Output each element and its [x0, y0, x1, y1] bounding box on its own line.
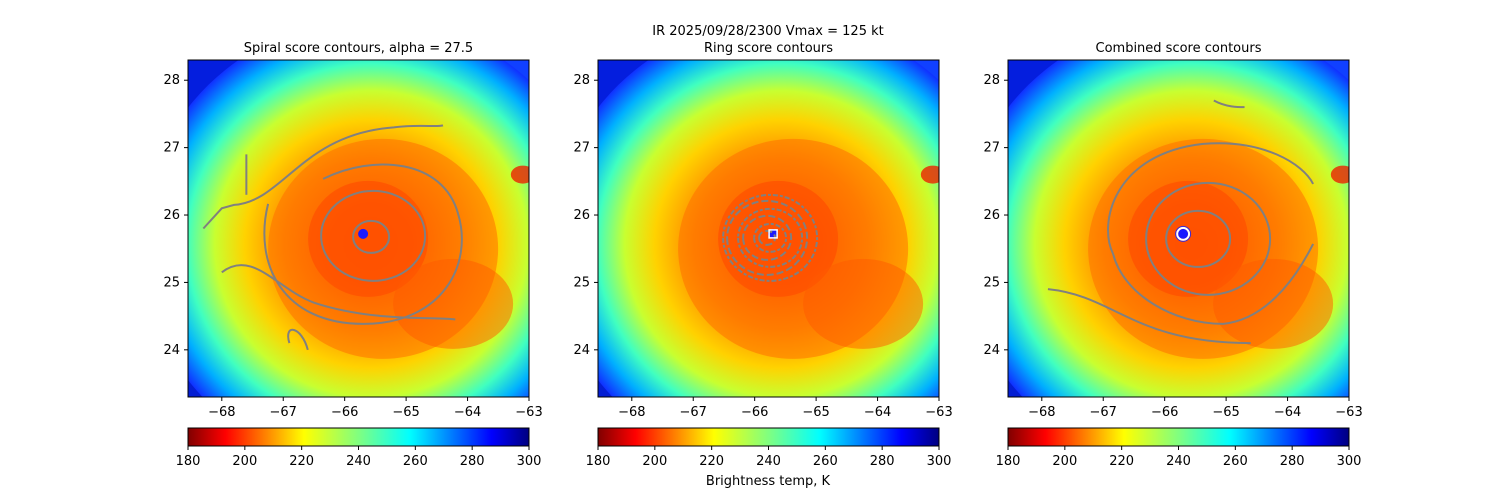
- colorbar-tick-label: 180: [176, 454, 201, 469]
- combined-center-marker: [1176, 226, 1191, 241]
- colorbar-tick-label: 260: [813, 454, 838, 469]
- y-tick-label: 24: [163, 343, 180, 358]
- x-tick-label: −67: [1090, 405, 1117, 420]
- colorbar: 180 200 220 240 260 280 300: [586, 427, 952, 469]
- suptitle: IR 2025/09/28/2300 Vmax = 125 kt: [652, 24, 883, 39]
- axes-frame: [597, 59, 940, 398]
- colorbar-tick-label: 240: [756, 454, 781, 469]
- y-tick-label: 26: [573, 208, 590, 223]
- score-contours: [202, 124, 463, 351]
- ir-heatmap: [598, 60, 939, 397]
- axes-frame: [187, 59, 530, 398]
- x-tick-label: −67: [680, 405, 707, 420]
- colorbar-tick-label: 280: [460, 454, 485, 469]
- x-tick-label: −63: [925, 405, 952, 420]
- panel-title: Ring score contours: [704, 41, 833, 56]
- colorbar-tick-label: 260: [1223, 454, 1248, 469]
- x-tick-label: −66: [741, 405, 768, 420]
- axes-frame: [1007, 59, 1350, 398]
- x-tick-label: −68: [618, 405, 645, 420]
- colorbar-tick-label: 300: [927, 454, 952, 469]
- y-tick-label: 25: [573, 275, 590, 290]
- colorbar-tick-label: 180: [586, 454, 611, 469]
- colorbar: 180 200 220 240 260 280 300: [176, 427, 542, 469]
- x-tick-label: −63: [1335, 405, 1362, 420]
- colorbar-tick-label: 280: [1280, 454, 1305, 469]
- score-contours: [1047, 99, 1315, 345]
- colorbar-tick-label: 180: [996, 454, 1021, 469]
- panel-title: Combined score contours: [1096, 41, 1262, 56]
- colorbar-tick-label: 280: [870, 454, 895, 469]
- colorbar-tick-label: 200: [232, 454, 257, 469]
- ir-heatmap: [188, 60, 529, 397]
- colorbar: 180 200 220 240 260 280 300: [996, 427, 1362, 469]
- x-tick-label: −64: [1274, 405, 1301, 420]
- panel-title: Spiral score contours, alpha = 27.5: [244, 41, 473, 56]
- colorbar-tick-label: 300: [517, 454, 542, 469]
- colorbar-tick-label: 200: [1052, 454, 1077, 469]
- panel-2: Ring score contours −68 −67 −66 −65 −64 −63 24 2…: [573, 41, 952, 469]
- y-tick-label: 26: [983, 208, 1000, 223]
- colorbar-tick-label: 240: [1166, 454, 1191, 469]
- y-tick-label: 26: [163, 208, 180, 223]
- x-tick-label: −63: [515, 405, 542, 420]
- colorbar-tick-label: 260: [403, 454, 428, 469]
- y-tick-label: 27: [573, 141, 590, 156]
- colorbar-tick-label: 300: [1337, 454, 1362, 469]
- panel-1: Spiral score contours, alpha = 27.5 −68 −6…: [163, 41, 542, 469]
- y-tick-label: 24: [573, 343, 590, 358]
- colorbar-tick-label: 220: [1109, 454, 1134, 469]
- y-tick-label: 24: [983, 343, 1000, 358]
- colorbar-tick-label: 220: [289, 454, 314, 469]
- y-tick-label: 28: [163, 73, 180, 88]
- x-tick-label: −64: [454, 405, 481, 420]
- y-tick-label: 25: [983, 275, 1000, 290]
- colorbar-tick-label: 220: [699, 454, 724, 469]
- panel-3: Combined score contours −68 −67 −66 −65 −64 −6…: [983, 41, 1362, 469]
- storm-eye: [358, 228, 369, 239]
- colorbar-label: Brightness temp, K: [706, 474, 831, 489]
- x-tick-label: −67: [270, 405, 297, 420]
- y-tick-label: 28: [573, 73, 590, 88]
- x-tick-label: −68: [1028, 405, 1055, 420]
- colorbar-tick-label: 200: [642, 454, 667, 469]
- x-tick-label: −65: [392, 405, 419, 420]
- storm-eye: [1178, 228, 1189, 239]
- x-tick-label: −64: [864, 405, 891, 420]
- x-tick-label: −68: [208, 405, 235, 420]
- y-tick-label: 27: [163, 141, 180, 156]
- y-tick-label: 25: [163, 275, 180, 290]
- ring-center-marker: [768, 229, 778, 239]
- x-tick-label: −66: [331, 405, 358, 420]
- y-tick-label: 28: [983, 73, 1000, 88]
- x-tick-label: −65: [1212, 405, 1239, 420]
- y-tick-label: 27: [983, 141, 1000, 156]
- x-tick-label: −66: [1151, 405, 1178, 420]
- colorbar-tick-label: 240: [346, 454, 371, 469]
- x-tick-label: −65: [802, 405, 829, 420]
